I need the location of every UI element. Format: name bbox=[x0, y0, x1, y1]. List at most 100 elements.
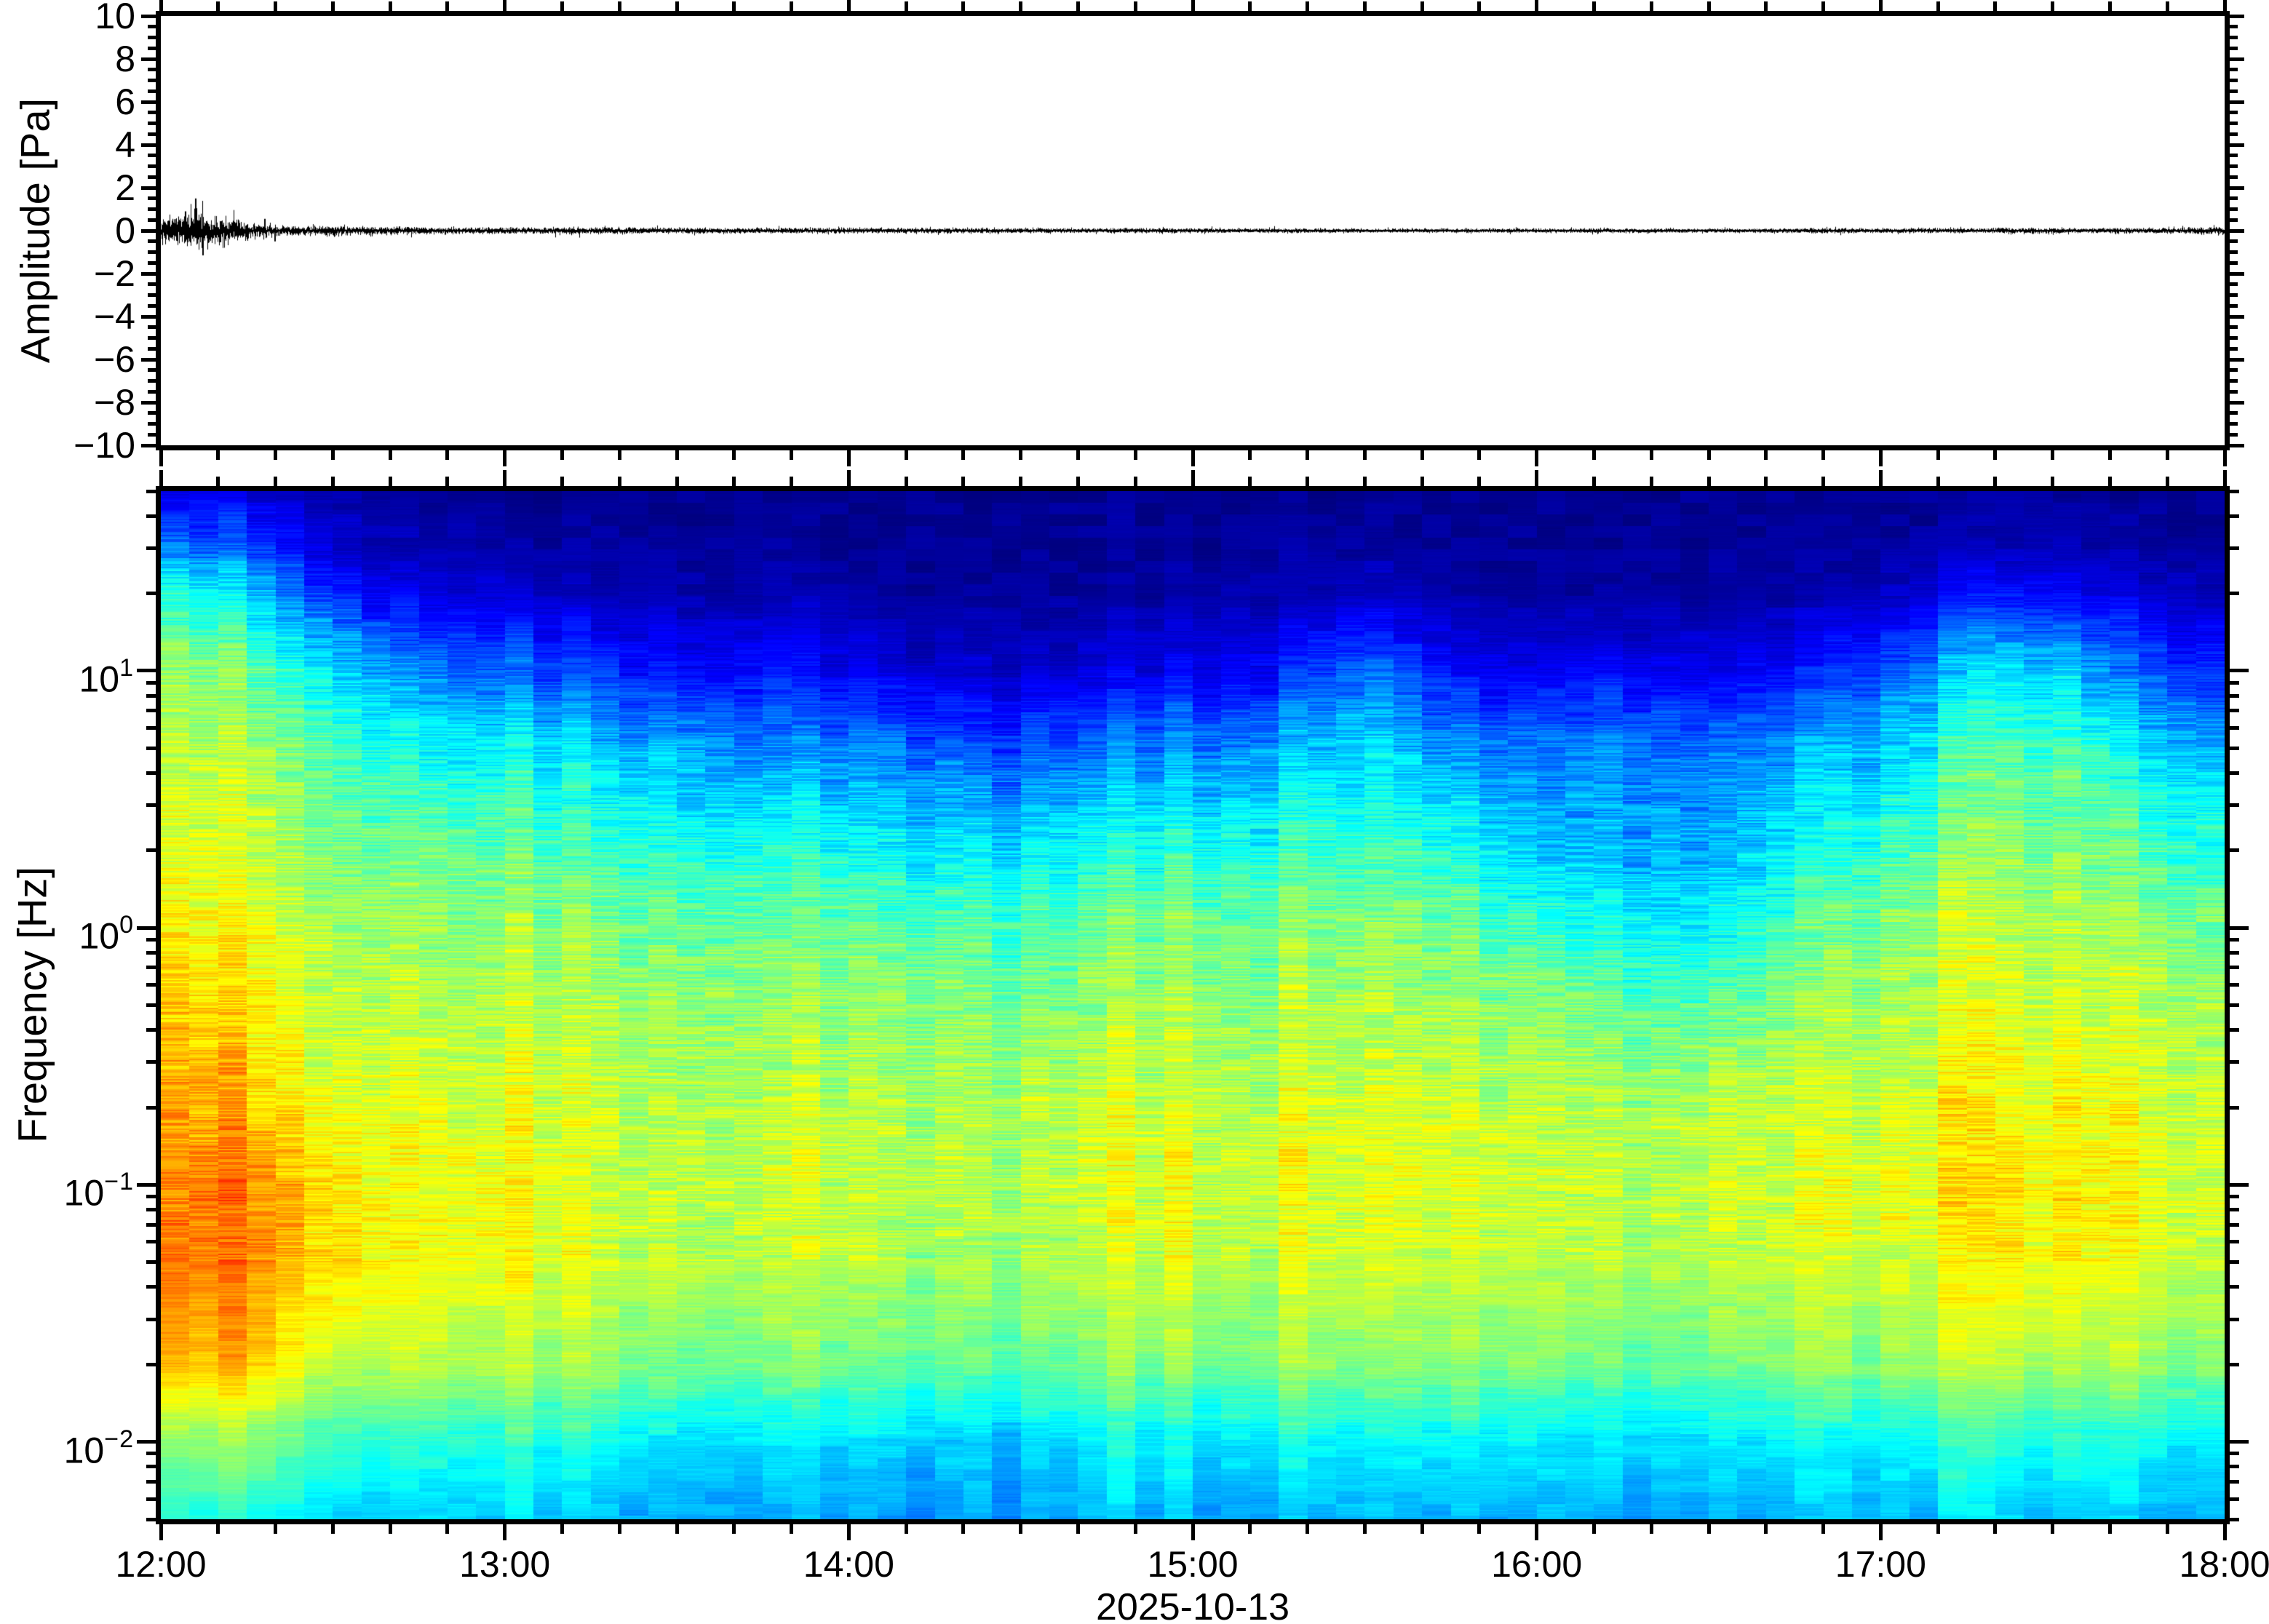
y-minor-tick bbox=[148, 303, 156, 308]
y-minor-tick bbox=[2230, 411, 2238, 415]
log-minor-tick bbox=[146, 693, 156, 698]
y-minor-tick bbox=[148, 175, 156, 179]
y-major-tick bbox=[141, 228, 156, 233]
y-minor-tick bbox=[2230, 422, 2238, 426]
x-minor-tick bbox=[560, 1524, 564, 1534]
x-minor-tick bbox=[1764, 1, 1768, 11]
y-minor-tick bbox=[2230, 68, 2238, 72]
x-minor-tick bbox=[1133, 1, 1137, 11]
log-minor-tick bbox=[2230, 546, 2239, 550]
x-minor-tick bbox=[1993, 1524, 1998, 1534]
y-minor-tick bbox=[148, 154, 156, 158]
y-minor-tick bbox=[2230, 389, 2238, 394]
log-minor-tick bbox=[2230, 1285, 2239, 1289]
x-minor-tick bbox=[1248, 1, 1252, 11]
x-minor-tick bbox=[216, 1524, 220, 1534]
y-minor-tick bbox=[2230, 89, 2238, 93]
x-minor-tick bbox=[1420, 1524, 1424, 1534]
amplitude-tick-label: 2 bbox=[115, 167, 135, 208]
x-minor-tick bbox=[560, 1, 564, 11]
frequency-tick-label: 10−2 bbox=[0, 1420, 134, 1473]
y-minor-tick bbox=[148, 132, 156, 136]
y-minor-tick bbox=[2230, 218, 2238, 222]
x-minor-tick bbox=[1362, 1, 1367, 11]
amplitude-tick-label: 10 bbox=[95, 0, 135, 36]
y-minor-tick bbox=[148, 89, 156, 93]
y-major-tick bbox=[141, 186, 156, 190]
y-major-tick bbox=[2230, 228, 2244, 233]
log-minor-tick bbox=[2230, 1465, 2239, 1469]
y-minor-tick bbox=[2230, 432, 2238, 437]
time-tick-label: 16:00 bbox=[1491, 1544, 1583, 1585]
x-minor-tick bbox=[1477, 450, 1482, 460]
log-minor-tick bbox=[2230, 1028, 2239, 1032]
log-minor-tick bbox=[2230, 1222, 2239, 1227]
y-minor-tick bbox=[2230, 207, 2238, 211]
x-major-tick bbox=[1878, 0, 1883, 11]
log-minor-tick bbox=[146, 514, 156, 518]
x-minor-tick bbox=[445, 450, 450, 460]
log-minor-tick bbox=[146, 1195, 156, 1199]
x-minor-tick bbox=[1248, 477, 1252, 486]
y-minor-tick bbox=[148, 368, 156, 373]
log-minor-tick bbox=[2230, 1060, 2239, 1064]
x-minor-tick bbox=[1306, 450, 1310, 460]
amplitude-tick-label: 8 bbox=[115, 39, 135, 79]
y-minor-tick bbox=[148, 46, 156, 50]
x-minor-tick bbox=[274, 1, 278, 11]
x-major-tick bbox=[503, 0, 507, 11]
y-major-tick bbox=[141, 57, 156, 61]
y-minor-tick bbox=[2230, 250, 2238, 254]
y-major-tick bbox=[2230, 57, 2244, 61]
x-minor-tick bbox=[1821, 450, 1826, 460]
y-minor-tick bbox=[148, 411, 156, 415]
x-major-tick bbox=[503, 1524, 507, 1540]
y-minor-tick bbox=[2230, 336, 2238, 340]
x-minor-tick bbox=[388, 477, 392, 486]
x-minor-tick bbox=[2165, 477, 2169, 486]
x-major-tick bbox=[1878, 1524, 1883, 1540]
log-minor-tick bbox=[2230, 746, 2239, 750]
x-minor-tick bbox=[1936, 1524, 1940, 1534]
log-minor-tick bbox=[2230, 983, 2239, 987]
x-minor-tick bbox=[2107, 477, 2112, 486]
x-minor-tick bbox=[1248, 450, 1252, 460]
y-minor-tick bbox=[148, 379, 156, 383]
x-minor-tick bbox=[274, 477, 278, 486]
log-mantissa: 10 bbox=[63, 1430, 105, 1471]
log-minor-tick bbox=[146, 1317, 156, 1321]
log-minor-tick bbox=[146, 725, 156, 730]
log-minor-tick bbox=[2230, 514, 2239, 518]
log-major-tick bbox=[137, 926, 156, 930]
y-minor-tick bbox=[148, 432, 156, 437]
x-minor-tick bbox=[732, 477, 736, 486]
frequency-tick-label: 10−1 bbox=[0, 1163, 134, 1215]
x-minor-tick bbox=[617, 1, 621, 11]
y-minor-tick bbox=[148, 218, 156, 222]
x-major-tick bbox=[159, 470, 163, 486]
x-minor-tick bbox=[1362, 450, 1367, 460]
x-major-tick bbox=[2222, 450, 2227, 466]
log-minor-tick bbox=[146, 966, 156, 970]
x-minor-tick bbox=[961, 450, 966, 460]
log-minor-tick bbox=[2230, 1317, 2239, 1321]
x-minor-tick bbox=[790, 450, 794, 460]
x-minor-tick bbox=[675, 477, 679, 486]
x-minor-tick bbox=[2107, 450, 2112, 460]
y-minor-tick bbox=[2230, 325, 2238, 330]
y-minor-tick bbox=[148, 346, 156, 351]
log-exponent: 0 bbox=[119, 911, 134, 939]
log-exponent: 1 bbox=[119, 653, 134, 682]
x-minor-tick bbox=[904, 450, 908, 460]
x-minor-tick bbox=[1649, 477, 1653, 486]
log-minor-tick bbox=[2230, 937, 2239, 942]
y-minor-tick bbox=[148, 260, 156, 265]
y-major-tick bbox=[141, 100, 156, 104]
x-major-tick bbox=[159, 0, 163, 11]
x-major-tick bbox=[1535, 0, 1539, 11]
x-minor-tick bbox=[1133, 450, 1137, 460]
x-minor-tick bbox=[216, 1, 220, 11]
y-minor-tick bbox=[2230, 122, 2238, 125]
x-major-tick bbox=[503, 450, 507, 466]
log-minor-tick bbox=[146, 1497, 156, 1501]
